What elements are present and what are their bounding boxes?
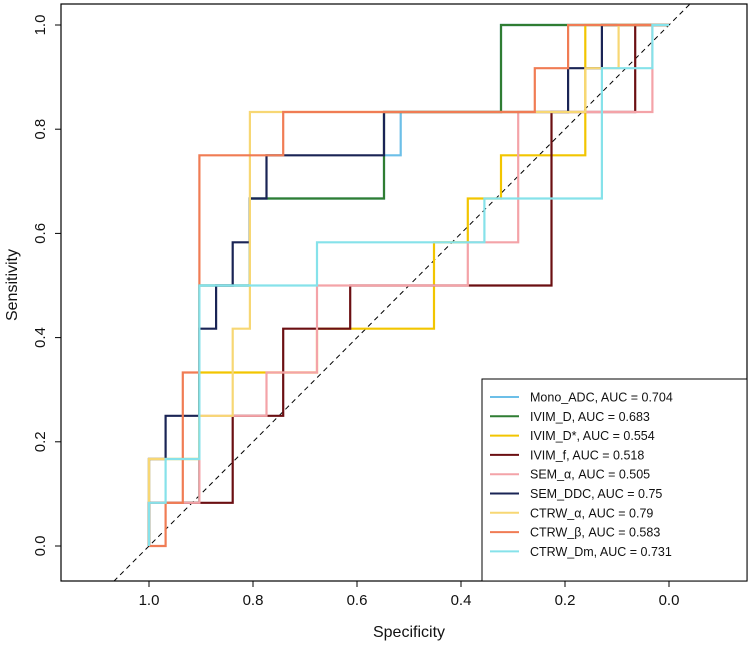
x-tick-label: 0.2 [555, 592, 576, 609]
y-tick-label: 0.4 [32, 327, 49, 348]
legend: Mono_ADC, AUC = 0.704 IVIM_D, AUC = 0.683… [481, 378, 748, 582]
x-axis-label: Specificity [373, 624, 445, 641]
y-tick-label: 0.2 [32, 431, 49, 452]
roc-curves [147, 23, 669, 548]
plot-frame [60, 3, 748, 582]
legend-label: CTRW_α, AUC = 0.79 [530, 506, 653, 520]
legend-label: IVIM_D, AUC = 0.683 [530, 410, 650, 424]
x-tick-label: 1.0 [139, 592, 160, 609]
roc-curve-ctrw- [149, 23, 669, 548]
x-axis: 1.0 0.8 0.6 0.4 0.2 0.0 [139, 581, 680, 609]
legend-label: CTRW_Dm, AUC = 0.731 [530, 545, 672, 559]
roc-curve-ctrw-dm [147, 23, 669, 546]
legend-label: SEM_α, AUC = 0.505 [530, 468, 650, 482]
y-axis: 0.0 0.2 0.4 0.6 0.8 1.0 [32, 15, 61, 557]
legend-label: SEM_DDC, AUC = 0.75 [530, 487, 662, 501]
y-tick-label: 0.8 [32, 119, 49, 140]
x-tick-label: 0.8 [243, 592, 264, 609]
legend-label: Mono_ADC, AUC = 0.704 [530, 391, 673, 405]
x-tick-label: 0.4 [451, 592, 472, 609]
legend-label: CTRW_β, AUC = 0.583 [530, 526, 660, 540]
y-tick-label: 1.0 [32, 15, 49, 36]
legend-box [481, 378, 748, 582]
legend-label: IVIM_D*, AUC = 0.554 [530, 429, 655, 443]
x-tick-label: 0.0 [659, 592, 680, 609]
y-axis-label: Sensitivity [4, 249, 21, 321]
y-tick-label: 0.6 [32, 223, 49, 244]
x-tick-label: 0.6 [347, 592, 368, 609]
y-tick-label: 0.0 [32, 536, 49, 557]
legend-label: IVIM_f, AUC = 0.518 [530, 448, 644, 462]
